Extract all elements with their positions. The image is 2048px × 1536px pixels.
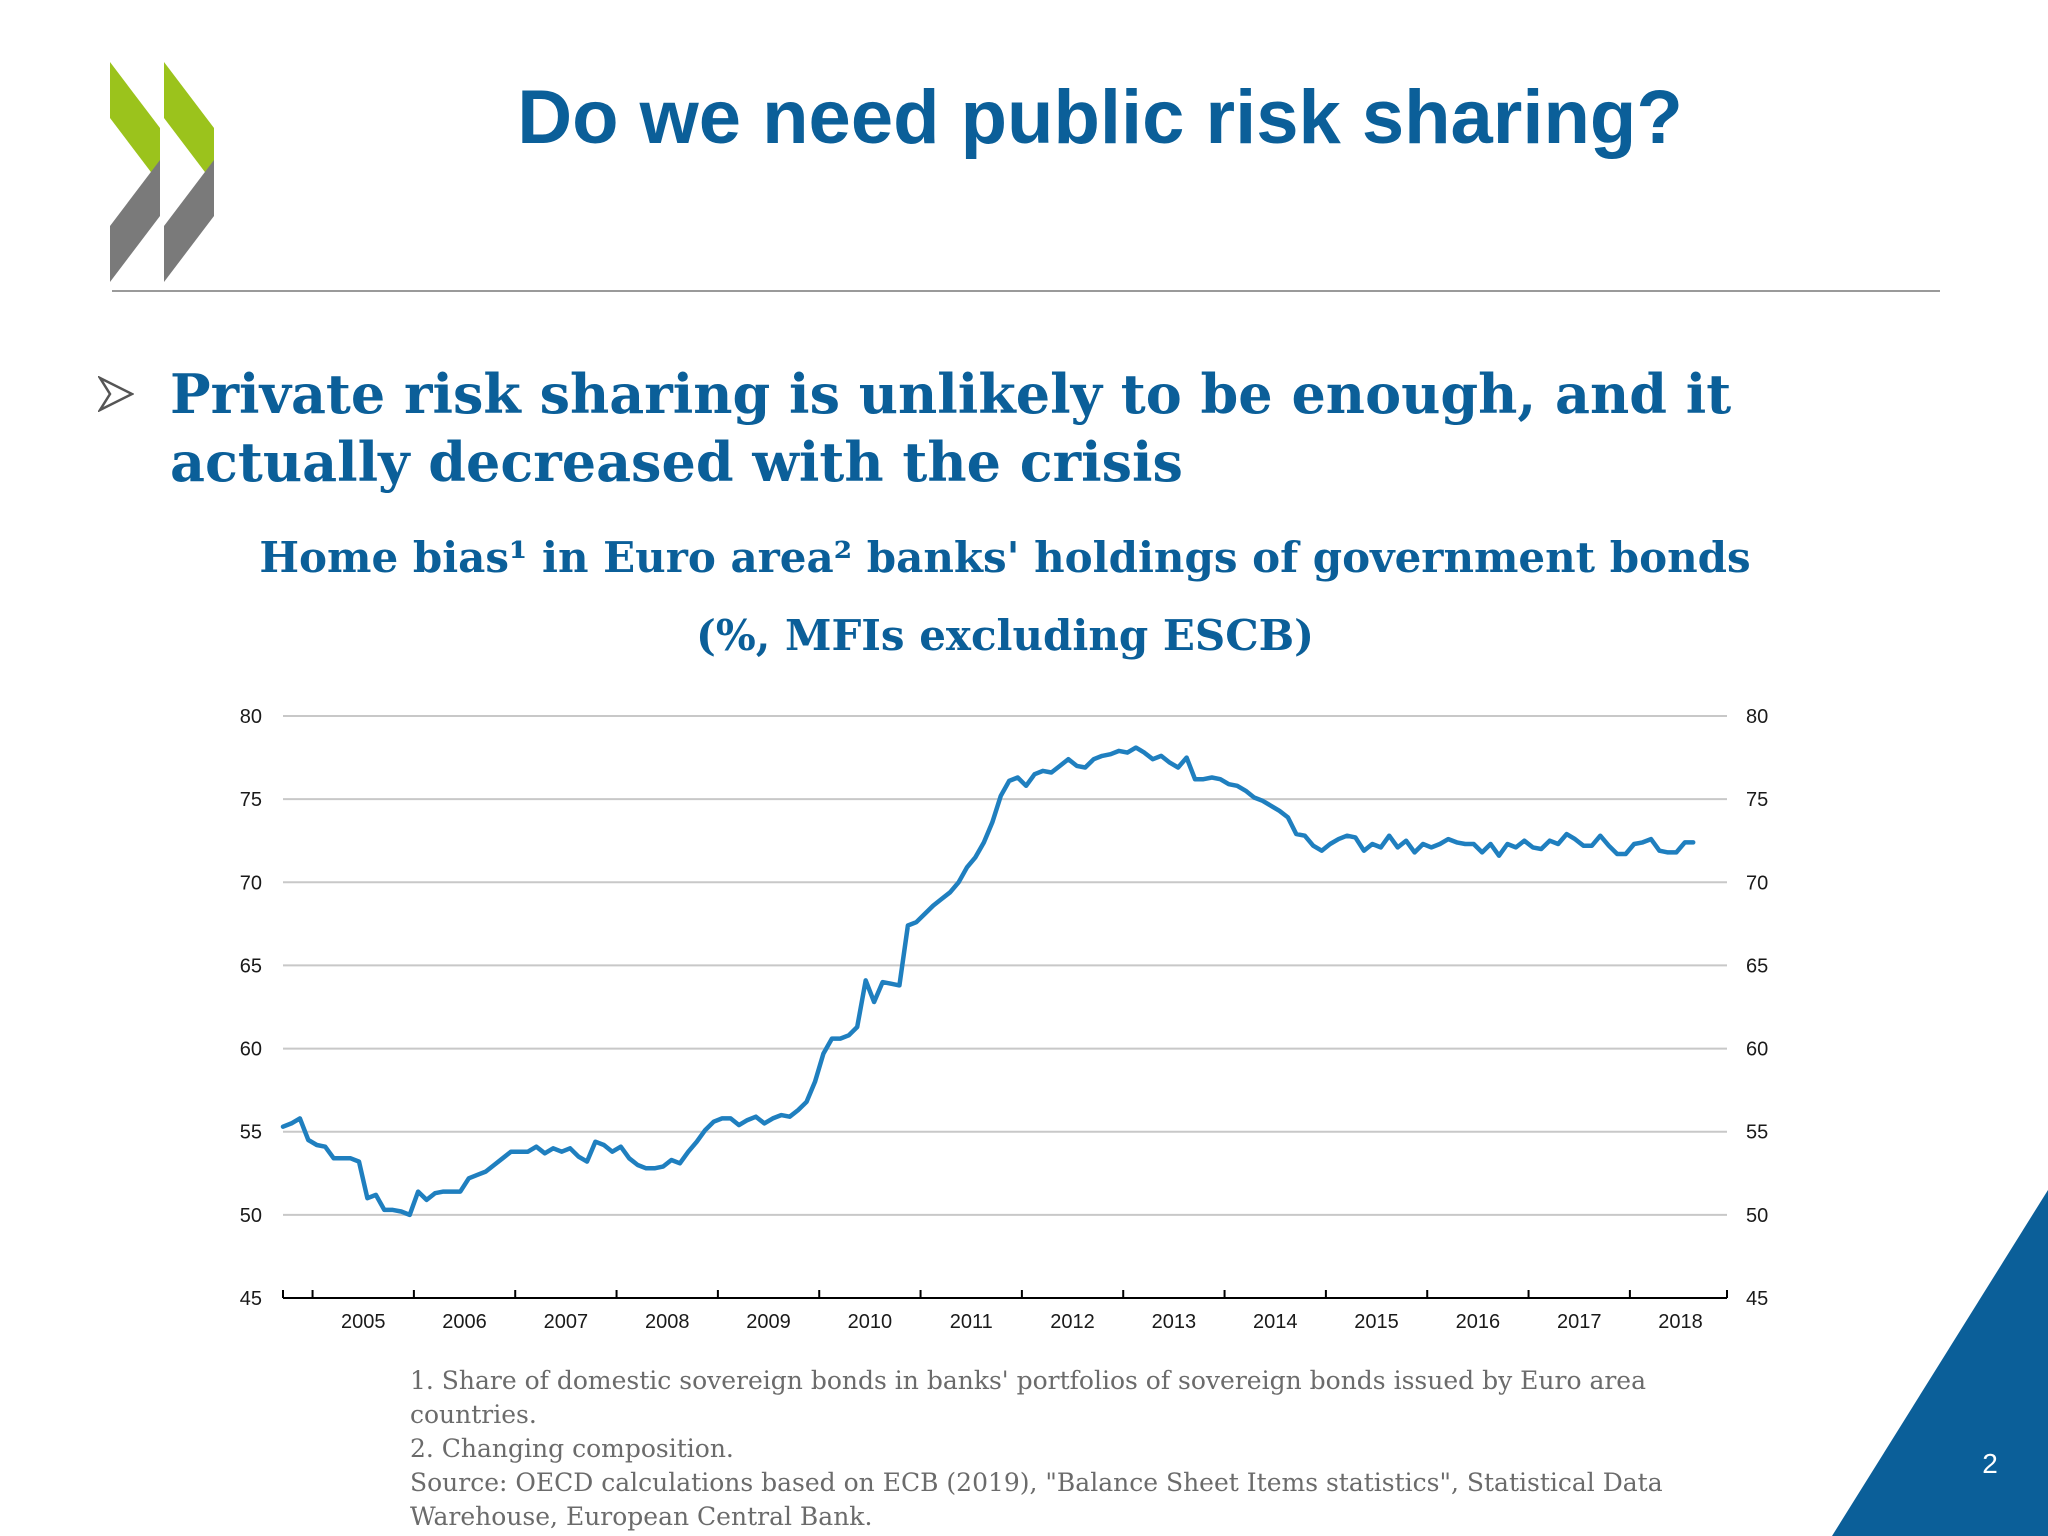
corner-decoration bbox=[1832, 1190, 2048, 1536]
slide-title: Do we need public risk sharing? bbox=[517, 75, 1683, 160]
y-tick-label-left: 65 bbox=[240, 955, 262, 977]
logo-chevron-2-bottom bbox=[164, 160, 214, 282]
x-tick-label: 2016 bbox=[1456, 1311, 1501, 1333]
x-tick-label: 2008 bbox=[645, 1311, 690, 1333]
arrow-bullet-icon bbox=[98, 376, 134, 412]
y-tick-label-right: 80 bbox=[1746, 706, 1768, 728]
y-tick-label-right: 50 bbox=[1746, 1205, 1768, 1227]
footnote-2: 2. Changing composition. bbox=[410, 1434, 734, 1463]
footnote-1: 1. Share of domestic sovereign bonds in … bbox=[410, 1366, 1647, 1429]
logo-chevron-1-bottom bbox=[110, 160, 160, 282]
y-tick-label-right: 55 bbox=[1746, 1122, 1768, 1144]
y-tick-label-right: 75 bbox=[1746, 789, 1768, 811]
y-tick-label-left: 70 bbox=[240, 872, 262, 894]
x-tick-label: 2006 bbox=[442, 1311, 487, 1333]
x-tick-label: 2017 bbox=[1557, 1311, 1602, 1333]
bullet-text: Private risk sharing is unlikely to be e… bbox=[170, 362, 1732, 494]
x-tick-label: 2012 bbox=[1050, 1311, 1095, 1333]
y-tick-label-right: 65 bbox=[1746, 955, 1768, 977]
title-divider bbox=[112, 290, 1940, 292]
chart-axes: 45 45 50 50 55 55 60 60 65 65 70 70 75 75 80 80 2005 2006… bbox=[240, 706, 1769, 1333]
x-tick-label: 2007 bbox=[544, 1311, 589, 1333]
source-note: Source: OECD calculations based on ECB (… bbox=[410, 1468, 1663, 1531]
logo-chevron-1-top bbox=[110, 62, 160, 184]
x-tick-label: 2010 bbox=[848, 1311, 893, 1333]
x-tick-label: 2011 bbox=[950, 1311, 993, 1333]
x-tick-label: 2005 bbox=[341, 1311, 386, 1333]
logo-chevron-2-top bbox=[164, 62, 214, 184]
home-bias-series-line bbox=[280, 745, 1696, 1218]
y-tick-label-left: 55 bbox=[240, 1122, 262, 1144]
chart-subtitle: (%, MFIs excluding ESCB) bbox=[695, 611, 1315, 660]
chart-series bbox=[280, 745, 1696, 1218]
y-tick-label-left: 45 bbox=[240, 1288, 262, 1310]
y-tick-label-right: 45 bbox=[1746, 1288, 1768, 1310]
chart-notes: 1. Share of domestic sovereign bonds in … bbox=[410, 1364, 1700, 1534]
x-tick-label: 2018 bbox=[1658, 1311, 1703, 1333]
y-tick-label-left: 60 bbox=[240, 1039, 262, 1061]
y-tick-label-left: 50 bbox=[240, 1205, 262, 1227]
x-tick-label: 2013 bbox=[1152, 1311, 1197, 1333]
x-tick-label: 2015 bbox=[1354, 1311, 1399, 1333]
chart-title: Home bias¹ in Euro area² banks' holdings… bbox=[259, 533, 1751, 582]
y-tick-label-left: 75 bbox=[240, 789, 262, 811]
x-tick-label: 2014 bbox=[1253, 1311, 1298, 1333]
y-tick-label-right: 70 bbox=[1746, 872, 1768, 894]
page-number: 2 bbox=[1982, 1448, 1998, 1479]
oecd-logo bbox=[110, 62, 214, 282]
y-tick-label-left: 80 bbox=[240, 706, 262, 728]
chart-gridlines bbox=[283, 715, 1727, 1216]
y-tick-label-right: 60 bbox=[1746, 1039, 1768, 1061]
x-tick-label: 2009 bbox=[746, 1311, 791, 1333]
